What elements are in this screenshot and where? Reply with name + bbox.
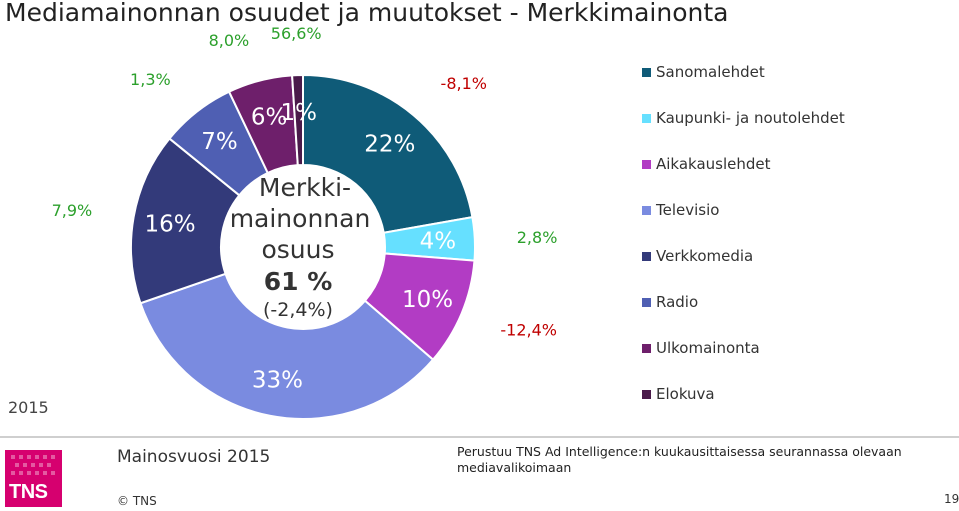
copyright: © TNS [117, 494, 157, 508]
page-title: Mediamainonnan osuudet ja muutokset - Me… [5, 0, 729, 27]
year-label: 2015 [8, 398, 49, 417]
legend-item-4: Verkkomedia [642, 246, 753, 266]
legend-item-0: Sanomalehdet [642, 62, 765, 82]
source-note: Perustuu TNS Ad Intelligence:n kuukausit… [457, 444, 902, 475]
slice-change-label-4: 7,9% [52, 201, 93, 220]
donut-chart: 22%4%10%33%16%7%6%1% -8,1%2,8%-12,4%-3,1… [52, 24, 558, 420]
donut-slices [130, 73, 476, 420]
year-note: Mainosvuosi 2015 [117, 447, 271, 467]
legend-item-3: Televisio [642, 200, 719, 220]
legend-swatch [642, 205, 651, 215]
slice-value-labels: 22% 4% 10% 33% 16% 7% 6%1% [144, 100, 456, 393]
legend-label: Kaupunki- ja noutolehdet [656, 109, 845, 127]
slice-value-label-0: 22% [364, 132, 415, 158]
legend-label: Televisio [656, 201, 720, 219]
footer-divider [0, 436, 959, 438]
legend-item-5: Radio [642, 292, 698, 312]
slice-value-label-1: 4% [420, 229, 457, 255]
donut-slice-0 [302, 73, 474, 234]
legend-swatch [642, 251, 651, 261]
center-label-value: 61 % [264, 267, 333, 296]
slice-change-labels: -8,1%2,8%-12,4%-3,1%7,9%1,3%8,0%56,6% [52, 24, 558, 340]
slice-change-label-7: 56,6% [271, 24, 322, 43]
slice-value-label-5: 7% [201, 129, 238, 155]
legend-label: Sanomalehdet [656, 63, 765, 81]
legend-item-2: Aikakauslehdet [642, 154, 771, 174]
center-label-line3: osuus [261, 235, 334, 264]
slice-change-label-2: -12,4% [500, 321, 557, 340]
legend-label: Aikakauslehdet [656, 155, 771, 173]
center-label-line1: Merkki- [259, 173, 351, 202]
logo-pattern-icon [11, 455, 55, 475]
tns-logo: TNS [5, 450, 62, 507]
slice-value-label-7: 1% [280, 100, 317, 126]
legend-swatch [642, 113, 651, 123]
center-label-line2: mainonnan [230, 204, 371, 233]
donut-center-label: Merkki- mainonnan osuus 61 % (-2,4%) [230, 173, 371, 321]
legend-swatch [642, 389, 651, 399]
legend-item-6: Ulkomainonta [642, 338, 760, 358]
donut-slice-7 [291, 73, 304, 167]
legend-swatch [642, 67, 651, 77]
slice-value-label-2: 10% [402, 287, 453, 313]
slice-value-label-6: 6% [251, 104, 288, 130]
legend-label: Ulkomainonta [656, 339, 760, 357]
slice-change-label-0: -8,1% [441, 74, 487, 93]
slice-change-label-1: 2,8% [517, 228, 558, 247]
center-label-change: (-2,4%) [263, 299, 333, 321]
logo-text: TNS [9, 481, 48, 503]
legend-swatch [642, 343, 651, 353]
legend-label: Elokuva [656, 385, 715, 403]
slice-change-label-6: 8,0% [209, 31, 250, 50]
donut-slice-3 [139, 272, 435, 420]
legend-swatch [642, 297, 651, 307]
slice-value-label-3: 33% [252, 368, 303, 394]
slice-change-label-5: 1,3% [130, 70, 171, 89]
slice-value-label-4: 16% [144, 212, 195, 238]
legend-item-7: Elokuva [642, 384, 715, 404]
legend-item-1: Kaupunki- ja noutolehdet [642, 108, 845, 128]
legend-swatch [642, 159, 651, 169]
page-number: 19 [944, 492, 959, 506]
legend-label: Verkkomedia [656, 247, 754, 265]
legend-label: Radio [656, 293, 699, 311]
